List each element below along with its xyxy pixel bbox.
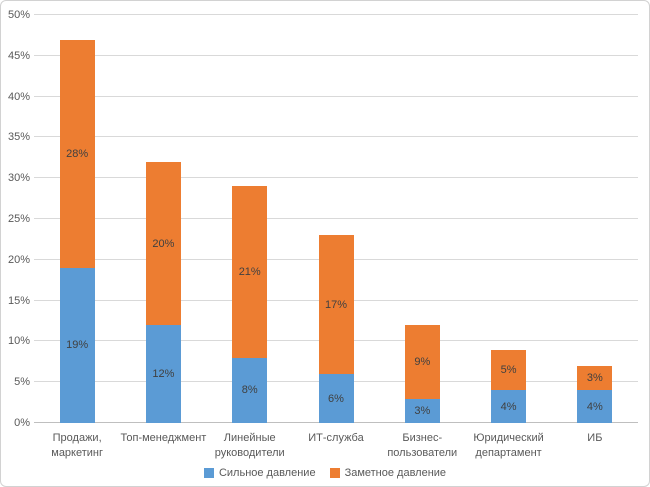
y-axis-tick-labels: 0% 5% 10% 15% 20% 25% 30% 35% 40% 45% 50% (1, 9, 30, 429)
bar-segment: 28% (59, 39, 95, 268)
bar-data-label: 5% (500, 363, 517, 376)
y-tick-label: 25% (7, 213, 30, 225)
bar-segment: 4% (491, 390, 527, 423)
bar-data-label: 20% (152, 237, 175, 250)
y-tick-label: 40% (7, 90, 30, 103)
gridline (34, 54, 638, 56)
legend-swatch-icon (203, 468, 214, 478)
bar-segment: 9% (404, 325, 440, 399)
bar-data-label: 12% (152, 368, 175, 381)
bar-segment: 21% (232, 186, 268, 358)
bar-stack: 4% 5% (491, 15, 527, 423)
bar-data-label: 17% (324, 298, 348, 311)
bar-data-label: 4% (586, 400, 603, 413)
x-category-label: ИБ (587, 432, 603, 444)
y-tick-label: 15% (7, 294, 30, 307)
bar-segment: 17% (318, 235, 354, 375)
bar-data-label: 6% (328, 392, 344, 405)
bar-segment: 6% (318, 374, 354, 423)
gridline (34, 95, 638, 97)
bar-stack: 3% 9% (404, 15, 440, 423)
bar-segment: 3% (577, 365, 613, 391)
x-axis-category-labels: Продажи, маркетинг Топ-менеджмент Линейные… (34, 431, 638, 463)
bar-stack: 12% 20% (145, 15, 181, 423)
bar-data-label: 21% (238, 266, 261, 279)
gridline (34, 218, 638, 219)
x-category-label: Линейные руководители (214, 432, 285, 459)
bar-data-label: 8% (241, 384, 258, 397)
gridline (34, 14, 638, 15)
bar-segment: 3% (404, 398, 440, 423)
x-category-label: Топ-менеджмент (120, 432, 207, 444)
bar-segment: 19% (59, 267, 95, 423)
bar-data-label: 3% (586, 372, 603, 385)
y-tick-label: 20% (7, 253, 30, 266)
legend-label: Заметное давление (344, 467, 447, 479)
bar-data-label: 3% (414, 404, 431, 417)
y-tick-label: 50% (7, 9, 30, 21)
bar-data-label: 28% (66, 147, 89, 160)
legend-item: Сильное давление (203, 467, 316, 479)
legend-swatch-icon (329, 468, 340, 478)
bar-stack: 6% 17% (318, 15, 354, 423)
bar-segment: 4% (577, 390, 613, 423)
bar-data-label: 4% (500, 400, 517, 413)
y-tick-label: 45% (7, 49, 30, 62)
bar-segment: 20% (145, 161, 181, 326)
bar-segment: 8% (232, 357, 268, 423)
y-tick-label: 10% (7, 335, 30, 348)
bar-data-label: 9% (414, 355, 431, 368)
y-tick-label: 0% (14, 417, 30, 429)
bar-data-label: 19% (66, 339, 89, 352)
bar-segment: 12% (145, 325, 181, 423)
bar-stack: 8% 21% (232, 15, 268, 423)
x-category-label: Продажи, маркетинг (51, 432, 104, 459)
legend-label: Сильное давление (218, 467, 316, 479)
bar-stack: 4% 3% (577, 15, 613, 423)
bar-stack: 19% 28% (59, 15, 95, 423)
y-tick-label: 35% (7, 131, 30, 144)
y-tick-label: 30% (7, 172, 30, 185)
gridline (34, 177, 638, 179)
x-category-label: ИТ-служба (308, 432, 364, 444)
legend-item: Заметное давление (329, 467, 447, 479)
gridline (34, 136, 638, 138)
x-category-label: Бизнес- пользователи (387, 432, 458, 459)
y-tick-label: 5% (14, 376, 30, 389)
plot-area: 19% 28% 12% 20% 8% 21% 6% 17% 3% 9% 4% 5% 4% 3% (34, 14, 638, 423)
x-category-label: Юридический департамент (473, 432, 544, 459)
bar-segment: 5% (491, 349, 527, 391)
chart-legend: Сильное давление Заметное давление (1, 467, 649, 479)
